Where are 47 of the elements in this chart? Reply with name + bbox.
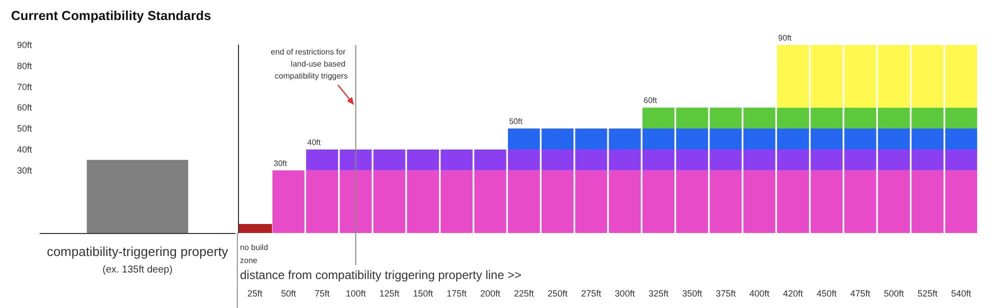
x-tick-label: 450ft	[816, 288, 838, 298]
x-tick-label: 350ft	[682, 288, 703, 298]
x-tick-label: 225ft	[514, 288, 534, 298]
y-tick-label: 40ft	[16, 144, 32, 154]
x-tick-label: 475ft	[850, 288, 871, 298]
bar	[710, 108, 742, 129]
x-tick-label: 25ft	[247, 288, 263, 298]
bar	[710, 170, 742, 233]
x-tick-label: 100ft	[346, 288, 366, 298]
bar	[710, 128, 742, 150]
annotation: 50ft	[509, 117, 524, 126]
text: (ex. 135ft deep)	[102, 264, 173, 276]
y-tick-label: 80ft	[16, 60, 32, 71]
bar	[306, 149, 338, 170]
x-tick-label: 400ft	[749, 288, 770, 298]
y-tick-label: 60ft	[16, 102, 32, 113]
bar	[340, 149, 372, 170]
x-tick-label: 175ft	[446, 288, 468, 298]
x-tick-label: 275ft	[581, 288, 602, 298]
x-axis-title: distance from compatibility triggering property line >>	[240, 268, 522, 282]
x-tick-label: 500ft	[884, 288, 904, 298]
x-tick-label: 50ft	[280, 288, 296, 298]
x-tick-label: 250ft	[548, 288, 568, 298]
x-tick-label: 325ft	[648, 288, 669, 298]
bar	[340, 170, 372, 233]
text: no build zone	[240, 243, 270, 265]
x-tick-label: 375ft	[716, 288, 736, 298]
y-tick-label: 30ft	[16, 165, 32, 176]
x-tick-label: 420ft	[782, 288, 804, 298]
x-tick-label: compatibility-triggering property	[46, 244, 229, 259]
bar	[710, 149, 742, 170]
x-tick-label: 150ft	[412, 288, 434, 298]
annotation: 60ft	[644, 96, 658, 106]
annotation: 90ft	[778, 34, 792, 42]
annotation: 30ft	[274, 158, 288, 168]
x-tick-label: 125ft	[379, 288, 400, 298]
annotation: 40ft	[307, 138, 322, 147]
chart-title: Current Compatibility Standards	[11, 8, 212, 23]
x-tick-label: 300ft	[614, 288, 636, 298]
y-tick-label: 90ft	[16, 40, 32, 50]
ref-line-label: end of restrictions for land-use based compatibility triggers	[270, 48, 348, 80]
x-tick-label: 75ft	[314, 288, 330, 298]
y-tick-label: 70ft	[16, 82, 32, 92]
x-tick-label: 525ft	[918, 288, 938, 298]
x-tick-label: 200ft	[480, 288, 501, 298]
y-tick-label: 50ft	[16, 124, 32, 134]
x-tick-label: 540ft	[951, 288, 972, 298]
